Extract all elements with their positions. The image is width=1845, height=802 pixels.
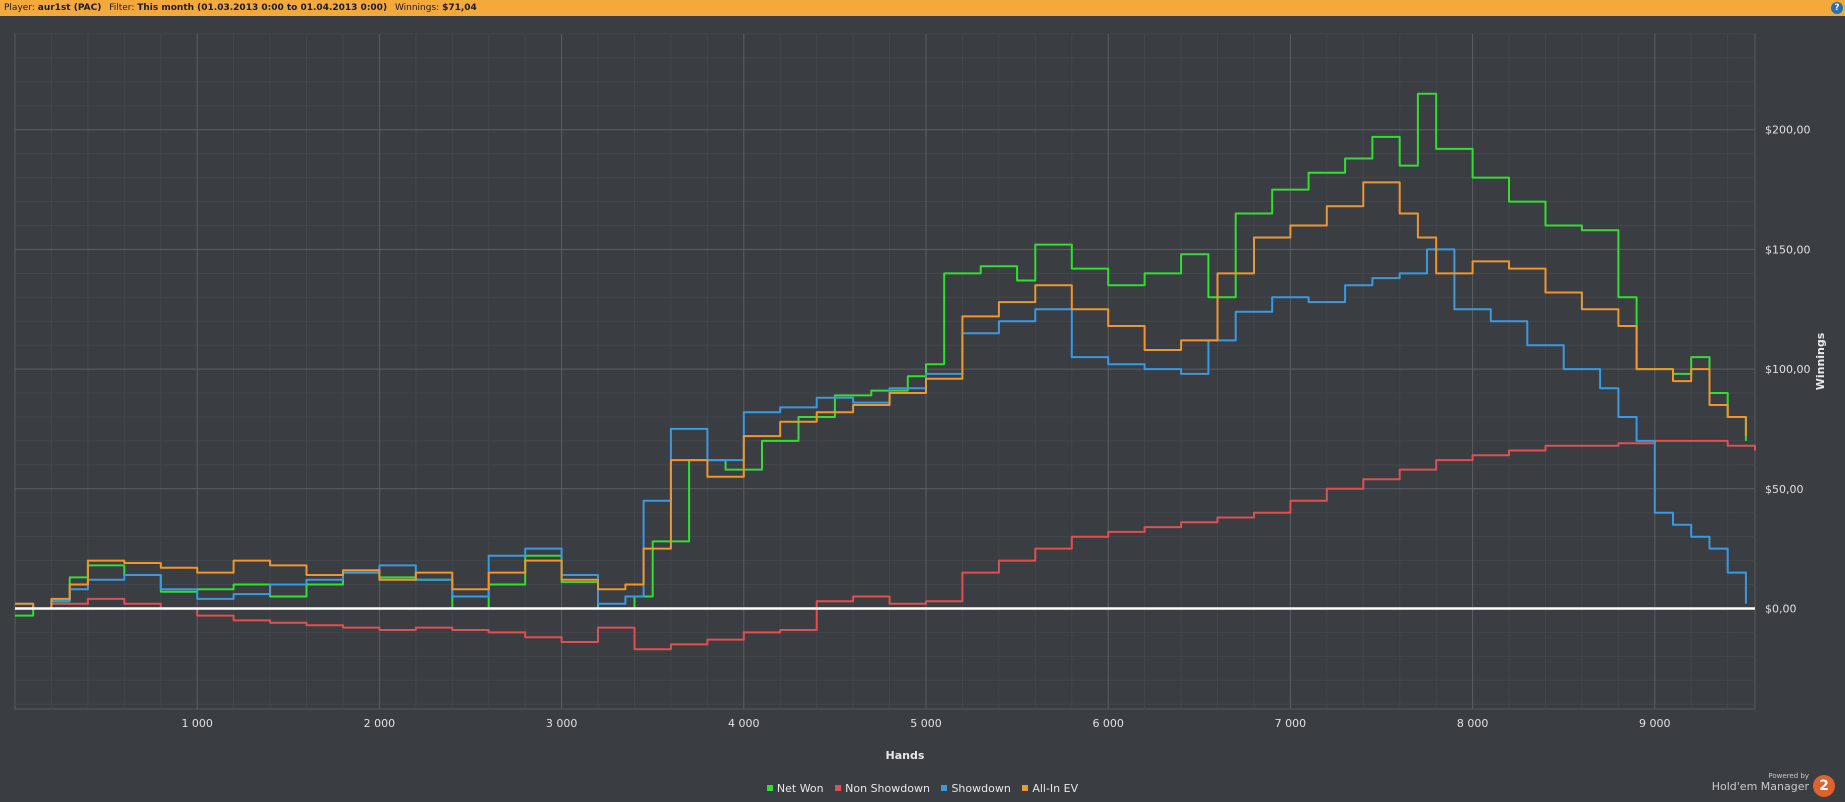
winnings-chart: 1 000 2 000 3 000 4 000 5 000 6 000 7 000 8 000… <box>14 33 1827 762</box>
filter-bar: Player: aur1st (PAC) Filter: This month … <box>0 0 1845 16</box>
series-line-showdown <box>15 248 1747 610</box>
x-tick-label: 6 000 <box>1092 717 1124 730</box>
player-value: aur1st (PAC) <box>37 3 102 13</box>
brand-name: Hold'em Manager <box>1711 780 1809 793</box>
winnings-label: Winnings: <box>394 3 440 13</box>
legend-label: All-In EV <box>1032 782 1079 795</box>
y-tick-label: $50,00 <box>1765 483 1804 496</box>
hem2-logo-icon: 2 <box>1813 775 1835 797</box>
series-line-net-won <box>15 92 1747 617</box>
series-line-all-in-ev <box>15 181 1747 610</box>
x-tick-label: 4 000 <box>728 717 760 730</box>
legend-item-all-in-ev[interactable]: All-In EV <box>1022 782 1078 795</box>
legend-label: Showdown <box>951 782 1011 795</box>
y-tick-label: $150,00 <box>1765 243 1811 256</box>
player-label: Player: <box>4 3 35 13</box>
legend: Net Won Non Showdown Showdown All-In EV <box>0 782 1845 795</box>
legend-swatch <box>1022 785 1029 791</box>
series-line-non-showdown <box>15 439 1756 651</box>
x-tick-label: 5 000 <box>910 717 942 730</box>
legend-swatch <box>835 785 842 791</box>
legend-swatch <box>766 785 773 791</box>
x-tick-label: 3 000 <box>546 717 578 730</box>
legend-swatch <box>941 785 948 791</box>
x-tick-label: 8 000 <box>1457 717 1489 730</box>
x-tick-label: 7 000 <box>1275 717 1307 730</box>
x-tick-label: 1 000 <box>181 717 213 730</box>
winnings-value: $71,04 <box>442 3 477 13</box>
x-axis-label: Hands <box>886 749 925 762</box>
legend-item-net-won[interactable]: Net Won <box>766 782 824 795</box>
legend-label: Net Won <box>776 782 824 795</box>
y-tick-label: $200,00 <box>1765 124 1811 137</box>
help-icon[interactable]: ? <box>1831 2 1843 14</box>
y-axis-label: Winnings <box>1814 332 1827 390</box>
legend-item-showdown[interactable]: Showdown <box>941 782 1011 795</box>
legend-label: Non Showdown <box>845 782 930 795</box>
powered-by: Powered by Hold'em Manager <box>1712 772 1809 793</box>
x-tick-label: 2 000 <box>364 717 396 730</box>
powered-by-text: Powered by <box>1768 772 1809 780</box>
y-tick-label: $0,00 <box>1765 602 1797 615</box>
y-tick-label: $100,00 <box>1765 363 1811 376</box>
x-tick-label: 9 000 <box>1639 717 1671 730</box>
filter-label: Filter: <box>109 3 135 13</box>
filter-value: This month (01.03.2013 0:00 to 01.04.201… <box>137 3 388 13</box>
legend-item-non-showdown[interactable]: Non Showdown <box>835 782 930 795</box>
